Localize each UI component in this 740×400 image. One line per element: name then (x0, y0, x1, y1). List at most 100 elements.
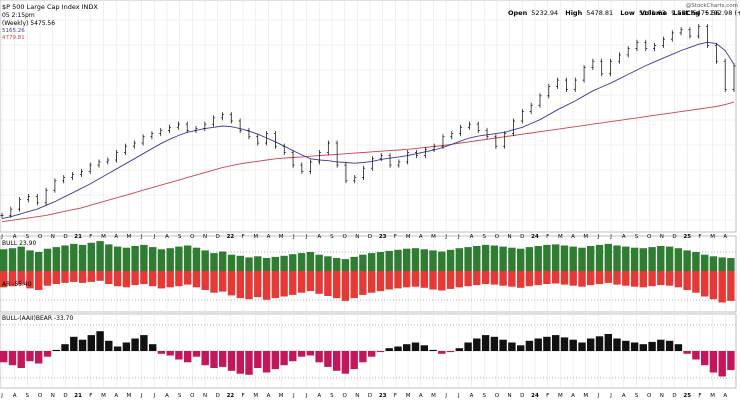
spread-bar-positive (140, 335, 148, 351)
spread-bar-positive (385, 348, 393, 351)
x-tick-label: A (723, 234, 727, 240)
spread-bar-positive (622, 340, 630, 351)
price-bar (71, 171, 75, 181)
last-label: Last (673, 9, 689, 17)
x-tick-label: O (495, 234, 500, 240)
bear-bar (508, 271, 516, 287)
bull-bar (438, 251, 446, 271)
bull-bar (70, 243, 78, 271)
spread-label: BULL-(AAII)BEAR -33.70 (2, 315, 73, 322)
x-tick-label: N (508, 234, 512, 240)
volume-value: 9.5B (671, 9, 686, 17)
ma-short-legend: 5165.26 (2, 28, 25, 34)
bull-bar (87, 242, 95, 271)
x-tick-label: S (635, 234, 639, 240)
bear-bar (61, 271, 69, 283)
x-tick-label: J (292, 234, 295, 240)
spread-bar-positive (525, 340, 534, 351)
bear-bar (280, 271, 288, 297)
spread-bar-negative (324, 351, 332, 367)
bear-bar (306, 271, 315, 292)
bull-bar (420, 249, 428, 271)
bear-bar (587, 271, 595, 286)
bear-bar (359, 271, 367, 295)
bear-bar (376, 271, 385, 292)
price-bar (415, 149, 419, 159)
x-tick-label: A (114, 234, 118, 240)
bull-bar (411, 248, 420, 271)
spread-bar-negative (692, 351, 700, 360)
bear-bar (490, 271, 499, 285)
x-tick-label: M (406, 234, 411, 240)
bear-bar (674, 271, 683, 288)
spread-bar-negative (315, 351, 323, 363)
bull-bar (543, 244, 551, 271)
price-bar (300, 162, 304, 174)
price-bar (194, 126, 198, 133)
bull-bar (306, 252, 315, 271)
bear-bar (315, 271, 323, 294)
bear-bar (254, 271, 262, 298)
bull-bar (613, 245, 621, 271)
bear-bar (227, 271, 236, 296)
bear-bar (166, 271, 174, 288)
bear-bar (78, 271, 87, 283)
x-tick-label: J (609, 234, 612, 240)
bull-bar (8, 248, 17, 271)
x-tick-label: M (710, 393, 715, 399)
bull-bar (113, 246, 122, 271)
bull-bar (709, 256, 718, 271)
x-tick-label: M (558, 393, 563, 399)
bear-bar (446, 271, 455, 289)
bear-bar (613, 271, 621, 285)
price-bar (379, 153, 383, 162)
bear-bar (639, 271, 647, 288)
x-tick-label: A (13, 234, 17, 240)
bull-bar (578, 247, 586, 271)
bear-bar (683, 271, 691, 290)
price-bar (123, 143, 127, 155)
bear-bar (96, 271, 104, 281)
bear-bar (718, 271, 726, 303)
x-tick-label: O (647, 393, 652, 399)
spread-bar-positive (52, 349, 60, 351)
x-tick-label: 24 (531, 393, 539, 399)
x-tick-label: F (242, 393, 245, 399)
spread-bar-negative (26, 351, 34, 362)
bear-bar (481, 271, 490, 284)
spread-bar-positive (87, 335, 95, 351)
bear-bar (403, 271, 411, 288)
x-tick-label: D (520, 393, 524, 399)
spread-bar-negative (8, 351, 17, 366)
spread-bar-positive (455, 348, 463, 351)
x-tick-label: N (51, 234, 55, 240)
x-tick-label: M (101, 234, 106, 240)
bull-bar (17, 246, 25, 271)
spread-bar-positive (61, 344, 69, 351)
price-bar (582, 64, 586, 83)
spread-bar-positive (534, 338, 542, 351)
x-tick-label: F (89, 234, 92, 240)
bear-bar (70, 271, 78, 282)
spread-bar-negative (718, 351, 726, 377)
price-bar (609, 58, 613, 77)
price-bar (362, 165, 366, 181)
bull-bar (446, 249, 455, 271)
price-bar (679, 27, 683, 36)
bear-bar (157, 271, 166, 289)
x-tick-label: S (330, 234, 334, 240)
bear-bar (578, 271, 586, 287)
x-tick-label: S (178, 393, 182, 399)
bull-bar (639, 248, 647, 271)
price-bar (150, 131, 154, 140)
bear-bar (131, 271, 139, 286)
spread-bar-positive (499, 339, 507, 351)
bull-bar (552, 244, 560, 271)
x-tick-label: F (546, 234, 549, 240)
spread-bar-negative (210, 351, 218, 368)
x-tick-label: D (216, 234, 220, 240)
price-bar (0, 212, 4, 218)
x-tick-label: M (127, 234, 132, 240)
bull-bar (525, 247, 534, 271)
bear-bar (236, 271, 244, 299)
